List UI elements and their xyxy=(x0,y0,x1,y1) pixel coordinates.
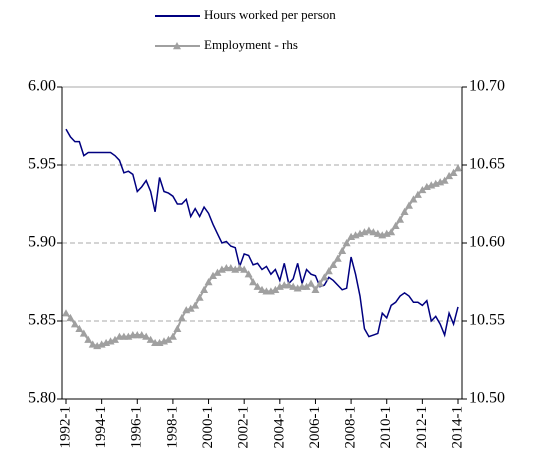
series-line xyxy=(65,128,459,338)
marker xyxy=(342,239,351,247)
marker xyxy=(284,281,293,289)
marker xyxy=(244,270,253,278)
marker xyxy=(173,324,182,332)
marker xyxy=(333,254,342,262)
marker xyxy=(449,168,458,176)
legend-label: Hours worked per person xyxy=(204,7,336,22)
marker xyxy=(253,282,262,290)
marker xyxy=(400,207,409,215)
marker xyxy=(387,228,396,236)
marker xyxy=(142,332,151,340)
x-tick-label: 1992-1 xyxy=(57,406,73,449)
marker xyxy=(338,246,347,254)
y2-tick-label: 10.60 xyxy=(469,234,505,251)
y-tick-label: 5.80 xyxy=(28,390,56,407)
marker xyxy=(209,271,217,279)
x-tick-label: 1994-1 xyxy=(93,406,109,449)
marker xyxy=(240,265,249,273)
marker xyxy=(396,215,405,223)
marker xyxy=(364,226,373,234)
marker xyxy=(164,335,173,343)
marker xyxy=(62,309,70,317)
marker xyxy=(271,285,280,293)
x-tick-label: 2008-1 xyxy=(343,406,359,449)
marker xyxy=(84,335,93,343)
series-line xyxy=(65,167,459,348)
marker xyxy=(440,176,449,184)
y-tick-label: 5.85 xyxy=(28,312,56,329)
x-tick-label: 2000-1 xyxy=(200,406,216,449)
y2-tick-label: 10.50 xyxy=(469,390,505,407)
marker xyxy=(315,279,324,287)
marker xyxy=(258,285,266,293)
x-tick-label: 1998-1 xyxy=(164,406,180,449)
marker xyxy=(111,335,119,343)
marker xyxy=(191,301,200,309)
marker xyxy=(311,285,320,293)
y2-tick-label: 10.55 xyxy=(469,312,505,329)
marker xyxy=(320,273,329,281)
marker xyxy=(307,279,315,287)
marker xyxy=(324,267,333,275)
y2-tick-label: 10.70 xyxy=(469,78,505,95)
marker xyxy=(373,229,382,237)
marker xyxy=(454,164,462,172)
marker xyxy=(146,335,155,343)
marker xyxy=(66,313,75,322)
marker xyxy=(413,190,422,198)
marker xyxy=(137,331,146,339)
x-tick-label: 2014-1 xyxy=(449,406,465,449)
marker xyxy=(195,293,204,301)
marker xyxy=(409,195,418,203)
marker xyxy=(213,268,222,276)
marker xyxy=(88,340,97,348)
marker xyxy=(75,324,84,332)
marker xyxy=(418,185,427,194)
marker xyxy=(445,171,454,180)
marker xyxy=(177,313,186,322)
marker xyxy=(70,320,79,328)
marker xyxy=(200,285,209,293)
y-tick-label: 5.95 xyxy=(28,156,56,173)
marker xyxy=(289,282,298,290)
x-tick-label: 1996-1 xyxy=(129,406,145,449)
marker xyxy=(302,282,311,290)
marker xyxy=(329,260,338,269)
marker xyxy=(405,201,413,209)
marker xyxy=(226,263,235,272)
x-tick-label: 2002-1 xyxy=(236,406,252,449)
y-tick-label: 6.00 xyxy=(28,78,56,95)
marker xyxy=(369,228,378,236)
x-tick-label: 2012-1 xyxy=(414,406,430,449)
x-tick-label: 2010-1 xyxy=(378,406,394,449)
marker xyxy=(168,332,177,340)
x-tick-label: 2006-1 xyxy=(307,406,323,449)
marker xyxy=(79,329,88,337)
marker xyxy=(186,304,195,312)
marker xyxy=(249,278,258,286)
legend-label: Employment - rhs xyxy=(204,37,298,52)
legend-marker xyxy=(173,42,181,50)
marker xyxy=(235,263,244,272)
y-tick-label: 5.90 xyxy=(28,234,56,251)
marker xyxy=(204,278,213,286)
marker xyxy=(391,221,400,230)
y2-tick-label: 10.65 xyxy=(469,156,505,173)
x-tick-label: 2004-1 xyxy=(271,406,287,449)
